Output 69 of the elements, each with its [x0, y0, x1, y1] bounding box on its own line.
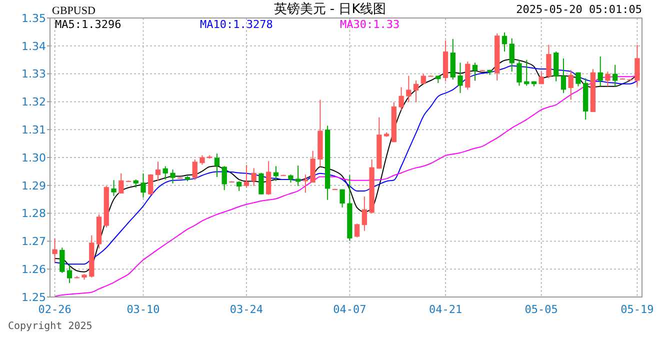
text: MA10:1.3278 — [200, 18, 273, 31]
y-tick-label: 1.26 — [22, 262, 46, 276]
y-tick-label: 1.25 — [22, 290, 46, 304]
candlestick — [140, 172, 146, 198]
candlestick — [236, 180, 242, 192]
y-tick-label: 1.28 — [22, 207, 46, 220]
candlestick — [258, 172, 264, 195]
x-tick-label: 03-10 — [126, 303, 160, 316]
candlestick — [310, 150, 316, 184]
y-tick-label: 1.31 — [22, 123, 46, 136]
candlestick — [406, 75, 412, 103]
candlestick — [420, 73, 426, 84]
candlestick — [362, 196, 368, 232]
candlestick — [634, 44, 640, 87]
candlestick — [413, 80, 419, 103]
text: MA5:1.3296 — [55, 18, 122, 31]
x-tick-label: 05-19 — [620, 303, 654, 316]
candlestick — [170, 168, 176, 184]
y-tick-label: 1.34 — [22, 40, 46, 53]
x-tick-label: 04-21 — [428, 303, 462, 316]
chart-subtitle: GBPUSD — [52, 5, 96, 17]
candlestick — [509, 38, 514, 72]
candlestick — [516, 59, 522, 86]
candlestick — [52, 238, 58, 263]
candlestick — [546, 44, 552, 79]
x-tick-label: 05-05 — [524, 303, 558, 316]
candlestick — [354, 223, 360, 238]
candlestick — [340, 188, 345, 208]
candlestick — [472, 62, 478, 82]
candlestick — [148, 174, 154, 196]
y-tick-label: 1.35 — [22, 12, 46, 25]
y-tick-label: 1.30 — [22, 151, 46, 164]
y-tick-label: 1.27 — [22, 235, 46, 248]
candlestick — [568, 69, 574, 100]
candlestick — [598, 56, 603, 87]
x-tick-label: 03-24 — [230, 303, 264, 316]
candlestick — [251, 168, 256, 186]
candlestick — [560, 58, 566, 94]
candlestick — [155, 161, 161, 182]
candlestick — [502, 32, 508, 52]
candlestick — [162, 166, 168, 180]
candlestick — [222, 166, 227, 191]
candlestick — [458, 62, 463, 94]
candlestick — [605, 71, 610, 87]
candlestick — [576, 72, 581, 87]
candlestick — [214, 153, 220, 178]
candlestick — [200, 154, 205, 166]
candlestick — [538, 71, 544, 85]
candlestick — [296, 165, 301, 186]
text: MA30:1.33 — [340, 18, 400, 31]
candlestick — [66, 264, 72, 284]
chart-title: 英镑美元 - 日K线图 — [274, 1, 386, 17]
x-tick-label: 04-07 — [333, 303, 366, 316]
candlestick — [554, 50, 559, 82]
y-tick-label: 1.29 — [22, 179, 46, 192]
candlestick — [465, 61, 470, 90]
candlestick — [118, 172, 124, 194]
candlestick — [244, 164, 250, 188]
candlestick — [398, 86, 404, 111]
candlestick — [60, 247, 65, 274]
x-tick-label: 02-26 — [38, 303, 72, 316]
text: 2025-05-20 05:01:05 — [516, 3, 642, 16]
y-tick-label: 1.32 — [22, 96, 46, 109]
candlestick — [266, 160, 272, 196]
candlestick — [111, 180, 116, 196]
y-tick-label: 1.33 — [22, 68, 46, 81]
candlestick — [192, 158, 198, 181]
candlestick — [612, 64, 618, 87]
text: Copyright 2025 — [8, 321, 92, 332]
